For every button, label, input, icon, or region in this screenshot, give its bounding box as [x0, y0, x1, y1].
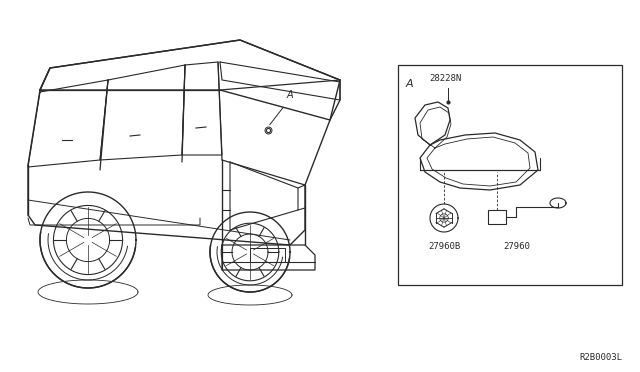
Text: A: A — [406, 79, 413, 89]
Bar — [488, 210, 506, 224]
Text: A: A — [287, 90, 294, 100]
Text: 27960: 27960 — [504, 242, 531, 251]
Text: 28228N: 28228N — [429, 74, 461, 83]
Text: 27960B: 27960B — [428, 242, 460, 251]
Bar — [398, 65, 622, 285]
Text: R2B0003L: R2B0003L — [579, 353, 622, 362]
